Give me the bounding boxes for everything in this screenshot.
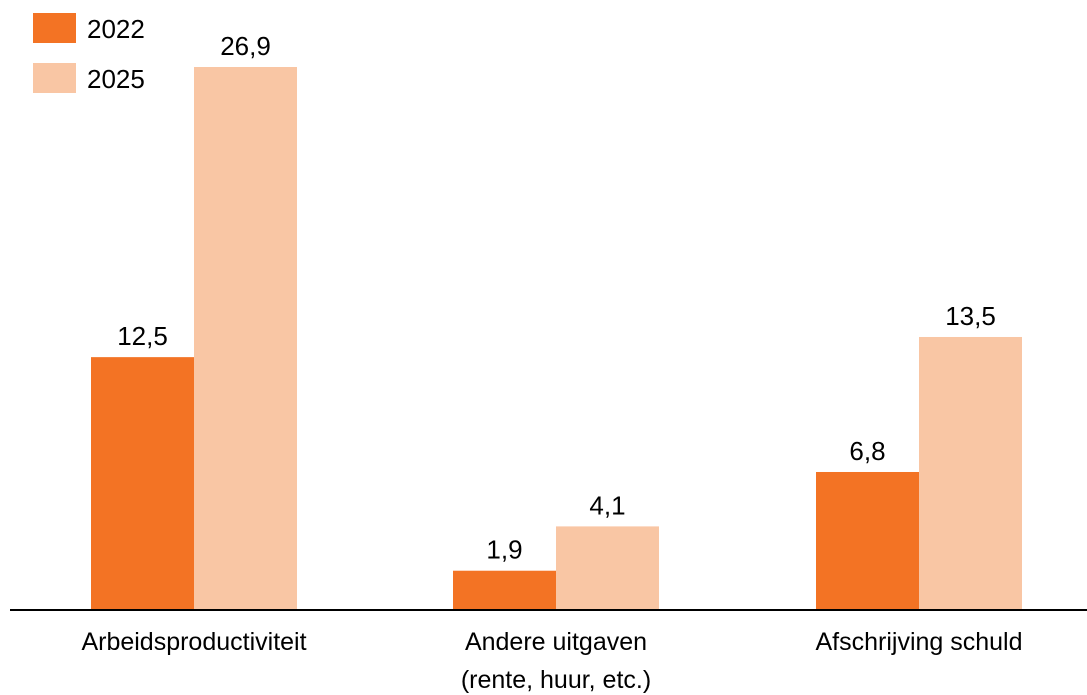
bar-2025-1	[556, 526, 659, 609]
data-label-2022-1: 1,9	[486, 535, 522, 565]
data-labels: 12,5 1,9 6,8 26,9 4,1 13,5	[117, 31, 996, 565]
bar-2025-2	[919, 336, 1022, 609]
bar-2022-1	[453, 570, 556, 609]
data-label-2025-2: 13,5	[945, 301, 996, 331]
legend-swatch-2022	[33, 13, 76, 43]
bar-2022-2	[816, 471, 919, 609]
bar-2025-0	[194, 67, 297, 609]
legend-label-2022: 2022	[87, 14, 145, 44]
category-label-2-0: Afschrijving schuld	[815, 628, 1022, 656]
data-label-2022-0: 12,5	[117, 321, 168, 351]
bars	[91, 67, 1022, 609]
legend-label-2025: 2025	[87, 64, 145, 94]
category-label-1-0: Andere uitgaven	[465, 628, 647, 656]
category-labels: Arbeidsproductiviteit Andere uitgaven (ren…	[81, 628, 1022, 694]
category-label-1-1: (rente, huur, etc.)	[461, 666, 651, 694]
legend: 2022 2025	[33, 13, 145, 94]
bar-2022-0	[91, 357, 194, 609]
data-label-2022-2: 6,8	[849, 436, 885, 466]
data-label-2025-1: 4,1	[589, 490, 625, 520]
legend-swatch-2025	[33, 63, 76, 93]
data-label-2025-0: 26,9	[220, 31, 271, 61]
category-label-0-0: Arbeidsproductiviteit	[81, 628, 306, 656]
